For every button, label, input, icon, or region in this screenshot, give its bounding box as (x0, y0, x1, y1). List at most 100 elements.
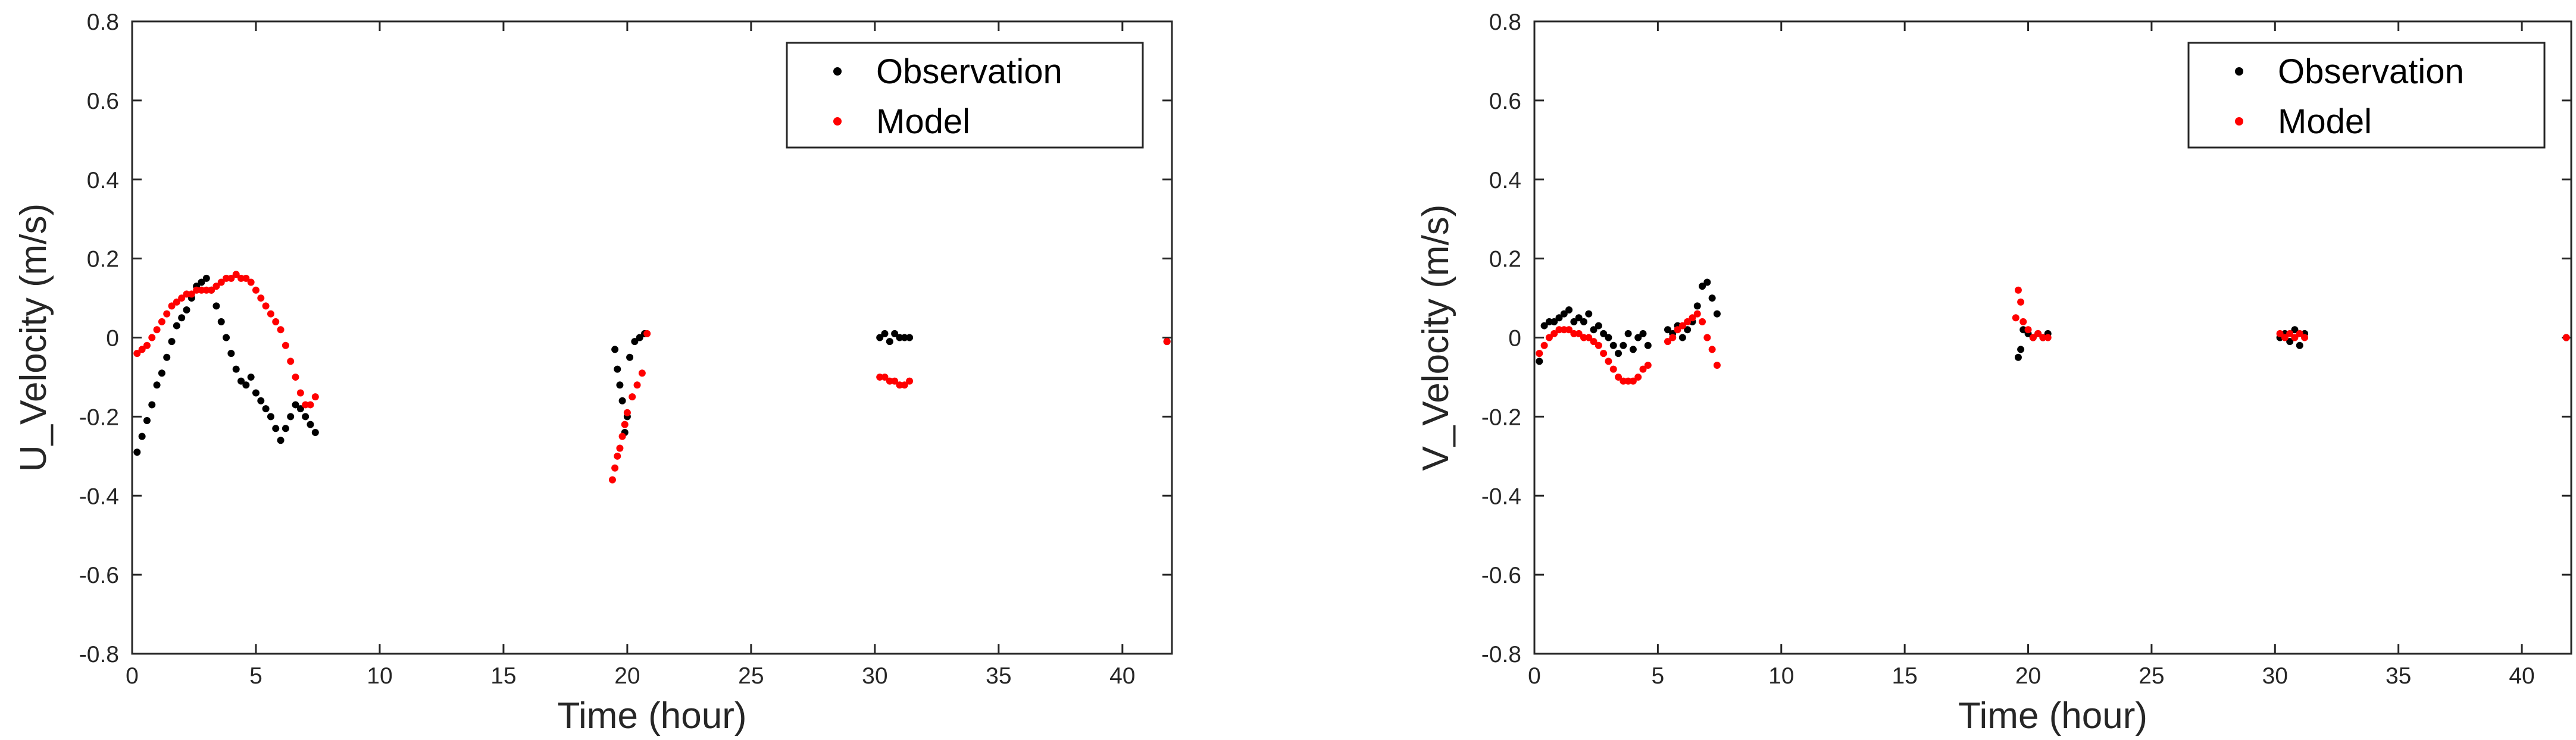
model-point (638, 369, 646, 377)
observation-point (2291, 326, 2299, 334)
observation-point (296, 405, 304, 413)
observation-point (242, 381, 250, 389)
model-point (1703, 334, 1711, 341)
model-point (282, 341, 289, 349)
model-point (2281, 334, 2289, 341)
observation-point (178, 314, 186, 322)
model-point (901, 381, 908, 389)
model-point (1600, 350, 1608, 358)
model-point (2276, 330, 2284, 337)
model-point (1620, 377, 1627, 385)
observation-point (217, 318, 225, 325)
legend-marker-model (833, 117, 842, 126)
model-point (148, 334, 156, 341)
observation-point (1555, 314, 1563, 322)
x-tick-label: 40 (1109, 663, 1135, 689)
x-tick-label: 10 (1768, 663, 1794, 689)
observation-point (1600, 330, 1608, 337)
y-axis-label: U_Velocity (m/s) (13, 203, 54, 472)
model-point (616, 444, 624, 452)
y-tick-label: 0.8 (1489, 10, 1521, 35)
model-point (896, 381, 904, 389)
model-point (1545, 334, 1553, 341)
model-point (1693, 310, 1701, 318)
observation-point (1565, 306, 1573, 313)
observation-point (1693, 302, 1701, 310)
legend-marker-observation (2235, 67, 2243, 76)
model-point (2286, 330, 2294, 337)
model-point (2301, 334, 2309, 341)
model-point (1684, 318, 1692, 325)
observation-point (631, 338, 639, 346)
observation-point (1605, 334, 1612, 341)
chart-v-velocity: 0 5 10 15 20 25 30 35 40 -0.8 -0.6 -0.4 -0.2 0 0.2 0.4 0… (1415, 10, 2572, 736)
legend-box (2187, 42, 2546, 149)
observation-point (2014, 353, 2022, 361)
observation-point (1580, 318, 1587, 325)
legend-box (786, 42, 1144, 149)
x-tick-label: 25 (738, 663, 764, 689)
observation-point (237, 377, 245, 385)
model-point (1678, 322, 1686, 330)
observation-point (1560, 310, 1568, 318)
model-point (237, 274, 245, 282)
model-point (891, 377, 899, 385)
model-point (2024, 326, 2032, 334)
observation-point (257, 397, 265, 405)
x-tick-label: 35 (986, 663, 1011, 689)
model-point (302, 401, 310, 409)
model-point (187, 290, 195, 298)
model-point (906, 377, 914, 385)
model-point (163, 310, 171, 318)
legend: Observation Model (2187, 42, 2546, 149)
model-point (1699, 318, 1706, 325)
x-tick-label: 0 (126, 663, 139, 689)
y-tick-label: -0.6 (1481, 563, 1521, 588)
model-point (1644, 362, 1652, 369)
model-point (252, 286, 260, 294)
y-tick-label: 0.6 (1489, 89, 1521, 114)
model-point (1639, 365, 1647, 373)
observation-point (611, 346, 619, 353)
model-point (614, 452, 621, 460)
model-point (1609, 365, 1617, 373)
model-point (2012, 314, 2019, 322)
observation-point (618, 397, 626, 405)
observation-point (1713, 310, 1721, 318)
y-axis-label: V_Velocity (m/s) (1415, 205, 1456, 471)
observation-point (168, 338, 176, 346)
observation-point (1699, 283, 1706, 290)
y-tick-label: 0.6 (87, 89, 119, 114)
model-point (2039, 334, 2047, 341)
legend-label-observation: Observation (2278, 52, 2464, 91)
observation-point (1639, 330, 1647, 337)
x-tick-label: 40 (2509, 663, 2534, 689)
model-point (168, 302, 176, 310)
observation-point (247, 373, 255, 381)
model-point (173, 298, 180, 306)
observation-point (1570, 318, 1578, 325)
x-tick-label: 20 (2015, 663, 2041, 689)
observation-point (626, 353, 634, 361)
observation-point (2296, 341, 2303, 349)
observation-point (1615, 350, 1622, 358)
model-point (2017, 298, 2025, 306)
observation-point (232, 365, 240, 373)
x-tick-label: 30 (862, 663, 887, 689)
model-point (272, 318, 280, 325)
observation-point (133, 449, 141, 456)
model-point (158, 318, 165, 325)
model-point (608, 476, 616, 484)
observation-point (307, 421, 314, 428)
chart-u-velocity: 0 5 10 15 20 25 30 35 40 -0.8 -0.6 -0.4 -0.2 0 0.2 0.4 0… (13, 10, 1173, 736)
model-point (1629, 377, 1637, 385)
model-point (257, 294, 265, 302)
model-point (311, 393, 319, 401)
model-point (881, 373, 889, 381)
observation-point (886, 338, 893, 346)
model-point (138, 346, 146, 353)
model-point (633, 381, 641, 389)
legend-label-model: Model (876, 102, 970, 141)
observation-point (202, 274, 210, 282)
